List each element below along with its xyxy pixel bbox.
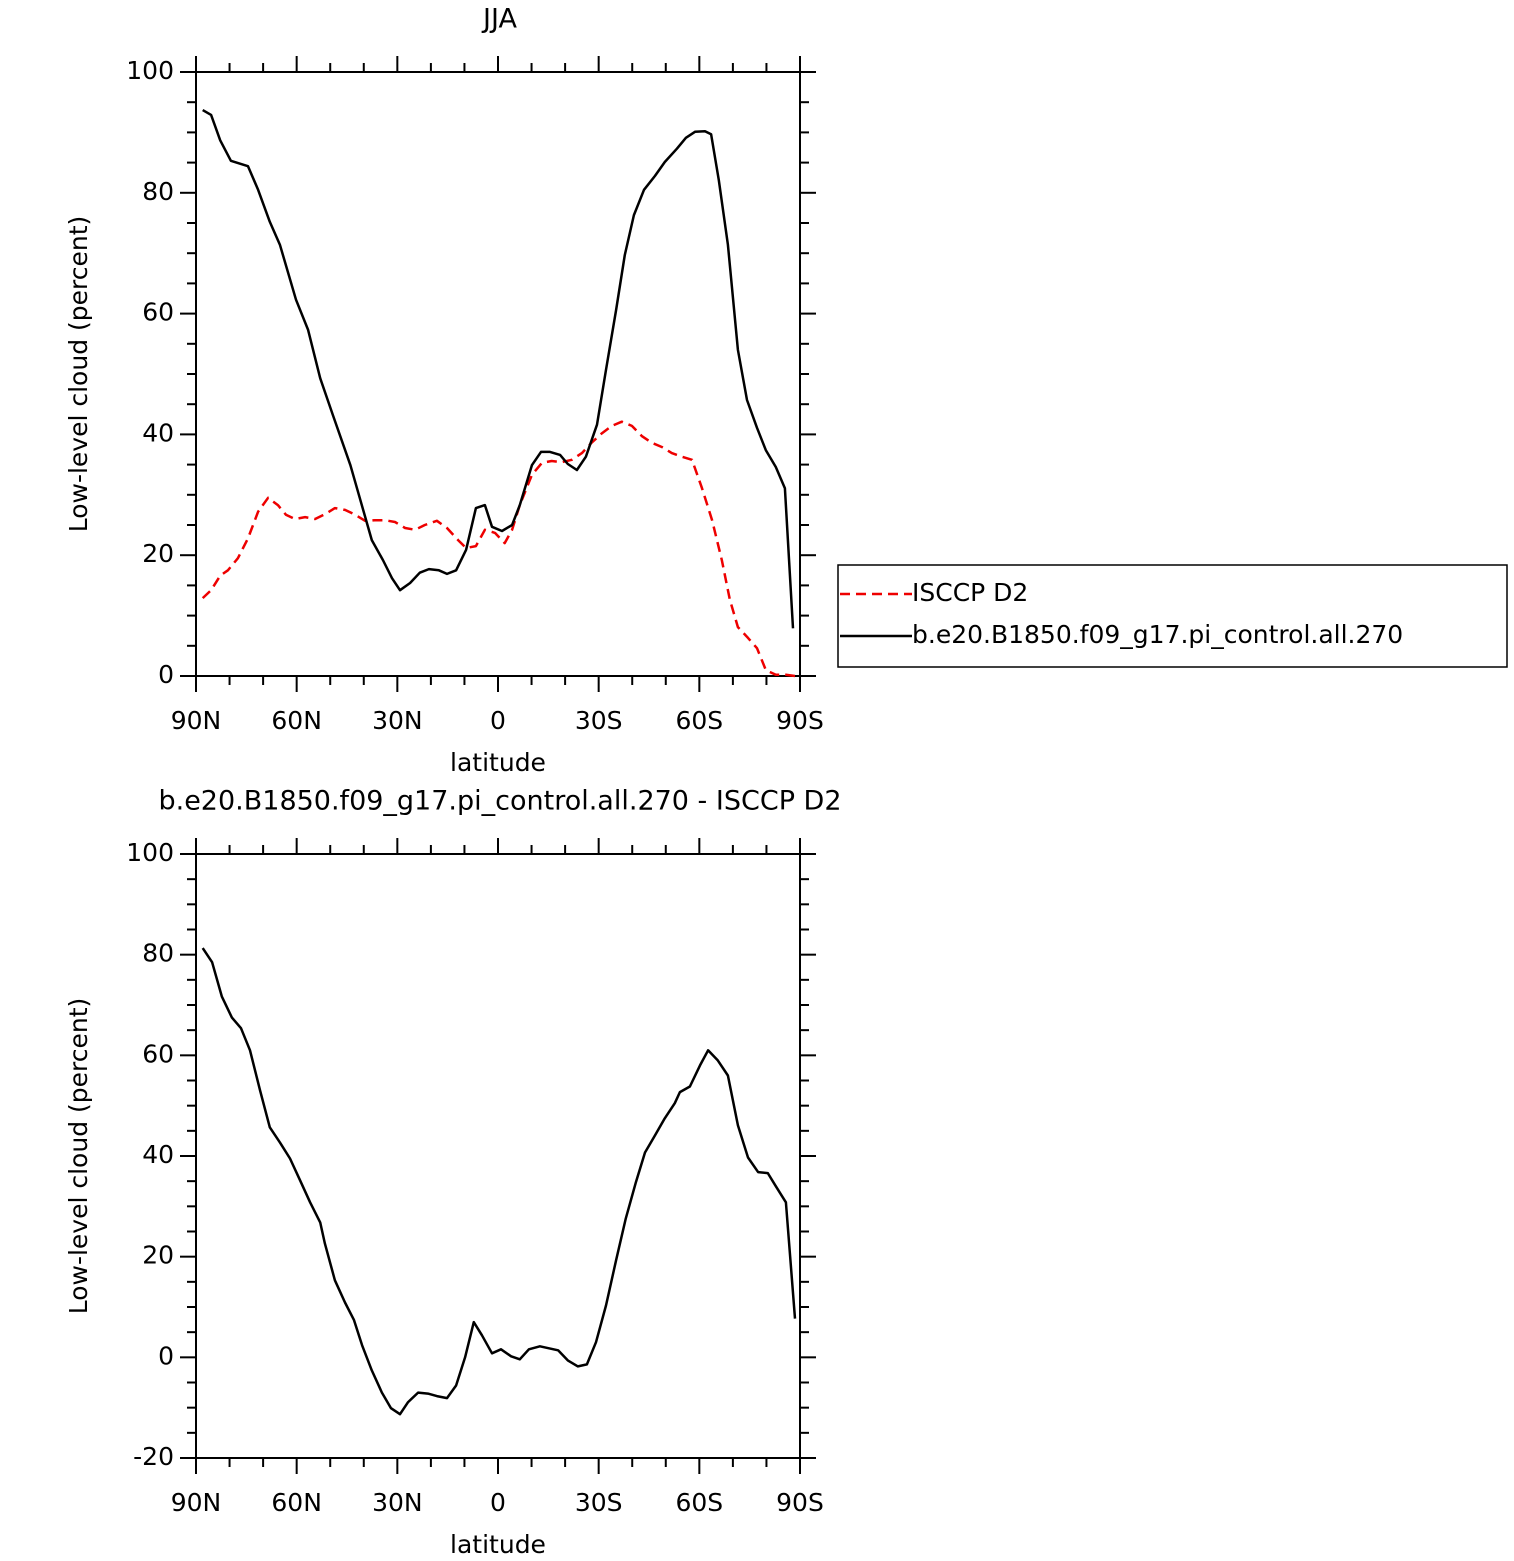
x-tick-label: 30N [372, 706, 423, 735]
y-tick-label: 0 [158, 1341, 174, 1370]
x-tick-label: 90N [171, 706, 222, 735]
x-tick-label: 0 [490, 1488, 506, 1517]
y-tick-label: 40 [142, 418, 174, 447]
x-tick-label: 60N [271, 1488, 322, 1517]
x-tick-label: 90N [171, 1488, 222, 1517]
x-tick-label: 60S [675, 706, 723, 735]
y-tick-label: 60 [142, 1039, 174, 1068]
y-tick-label: -20 [133, 1442, 174, 1471]
chart-title: JJA [481, 4, 517, 35]
x-tick-label: 90S [776, 1488, 824, 1517]
x-axis-label: latitude [450, 748, 546, 777]
legend-box [837, 564, 1508, 668]
x-tick-label: 60N [271, 706, 322, 735]
x-tick-label: 0 [490, 706, 506, 735]
plot-frame [195, 853, 801, 1459]
x-tick-label: 30S [575, 706, 623, 735]
y-tick-label: 20 [142, 1241, 174, 1270]
legend-label: b.e20.B1850.f09_g17.pi_control.all.270 [912, 620, 1403, 649]
data-line [202, 109, 795, 629]
x-tick-label: 60S [675, 1488, 723, 1517]
y-tick-label: 20 [142, 539, 174, 568]
x-axis-label: latitude [450, 1530, 546, 1559]
chart-title: b.e20.B1850.f09_g17.pi_control.all.270 -… [158, 786, 841, 817]
y-tick-label: 80 [142, 939, 174, 968]
y-tick-label: 40 [142, 1140, 174, 1169]
data-line [201, 947, 797, 1416]
y-tick-label: 100 [126, 838, 174, 867]
y-tick-label: 60 [142, 298, 174, 327]
x-tick-label: 30S [575, 1488, 623, 1517]
x-tick-label: 90S [776, 706, 824, 735]
y-tick-label: 80 [142, 177, 174, 206]
legend-label: ISCCP D2 [912, 578, 1028, 607]
y-axis-label: Low-level cloud (percent) [64, 998, 93, 1315]
y-tick-label: 100 [126, 56, 174, 85]
data-line [201, 420, 796, 678]
plot-frame [195, 71, 801, 677]
x-tick-label: 30N [372, 1488, 423, 1517]
y-tick-label: 0 [158, 660, 174, 689]
y-axis-label: Low-level cloud (percent) [64, 216, 93, 533]
